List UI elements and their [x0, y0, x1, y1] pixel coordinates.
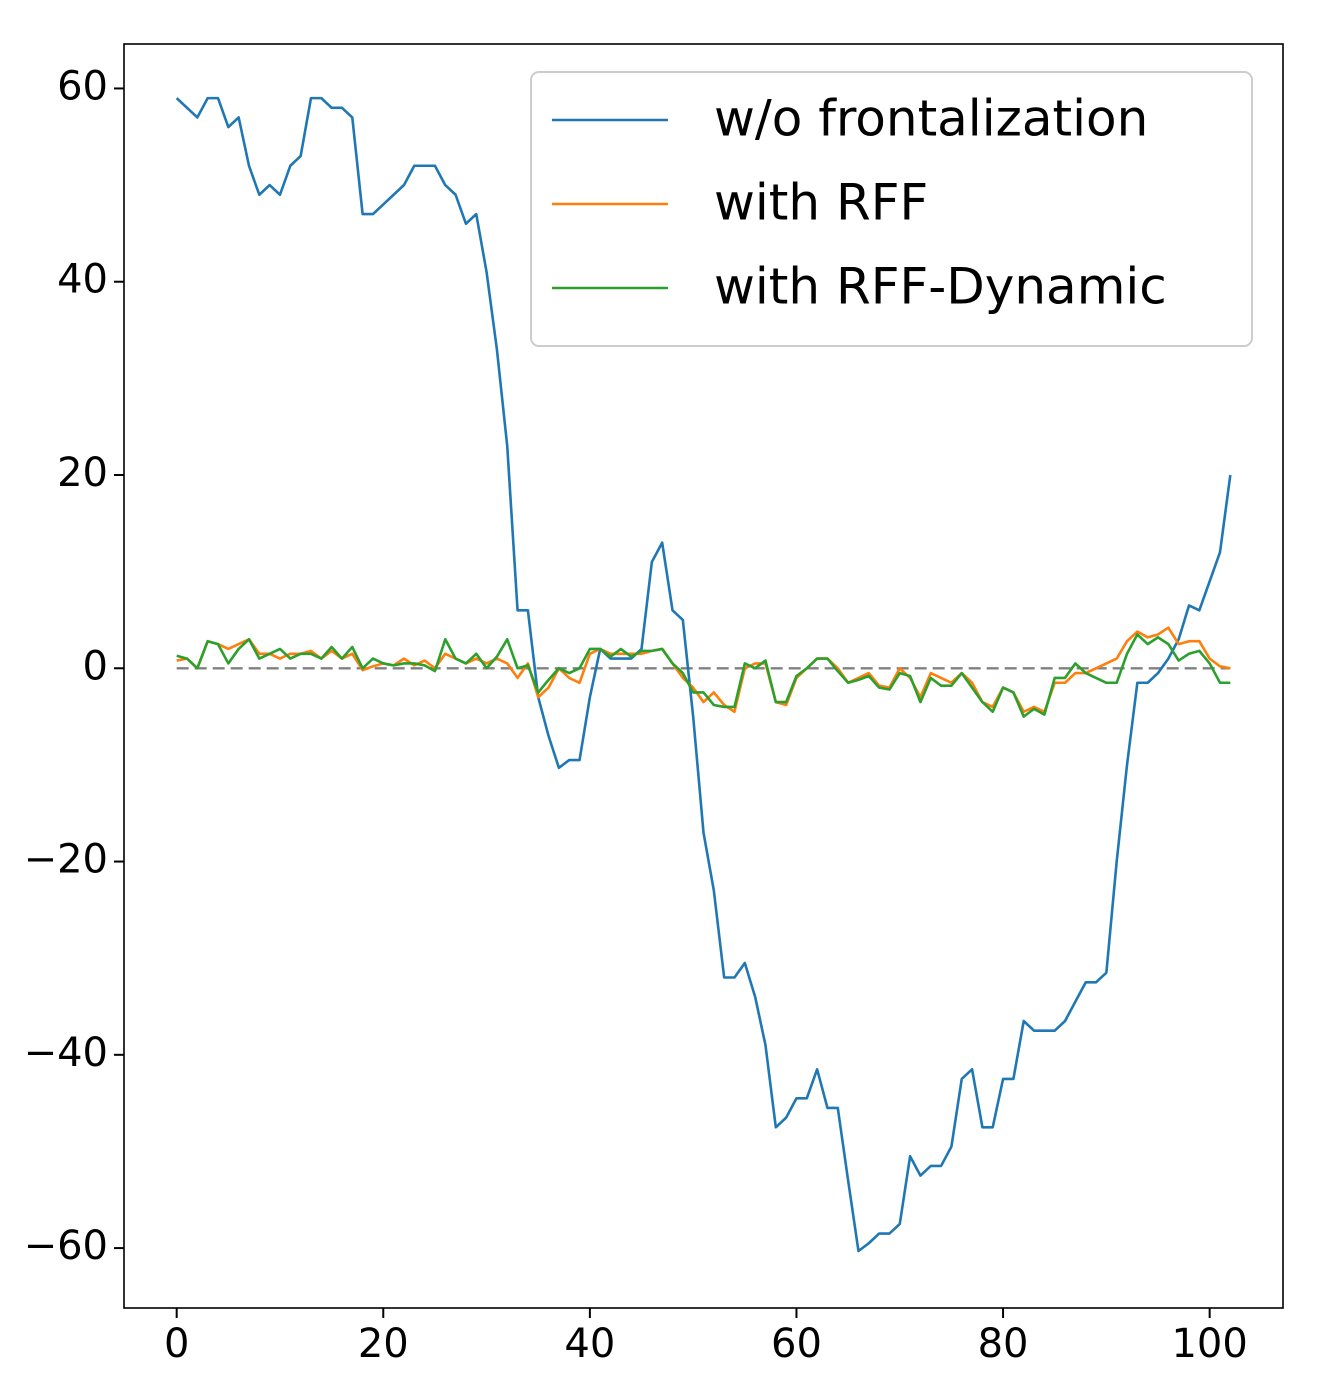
y-tick-label: 20	[57, 450, 108, 496]
x-tick-label: 40	[564, 1321, 615, 1367]
series-line	[176, 633, 1231, 718]
x-tick-label: 0	[164, 1321, 189, 1367]
plot-frame	[123, 43, 1284, 1309]
x-tick-label: 80	[978, 1321, 1029, 1367]
series-line	[175, 96, 1232, 1253]
y-tick-label: 0	[83, 643, 108, 689]
y-tick-label: −60	[24, 1223, 108, 1269]
series-line	[176, 626, 1231, 714]
x-tick-label: 20	[358, 1321, 409, 1367]
legend-label: with RFF-Dynamic	[714, 258, 1167, 316]
y-tick-label: −20	[24, 837, 108, 883]
x-tick-label: 100	[1171, 1321, 1247, 1367]
legend-label: with RFF	[714, 174, 928, 232]
legend-box	[530, 71, 1253, 347]
y-tick-label: 60	[57, 63, 108, 109]
x-tick-label: 60	[771, 1321, 822, 1367]
y-tick-label: 40	[57, 257, 108, 303]
legend-label: w/o frontalization	[714, 90, 1148, 148]
y-tick-label: −40	[24, 1030, 108, 1076]
